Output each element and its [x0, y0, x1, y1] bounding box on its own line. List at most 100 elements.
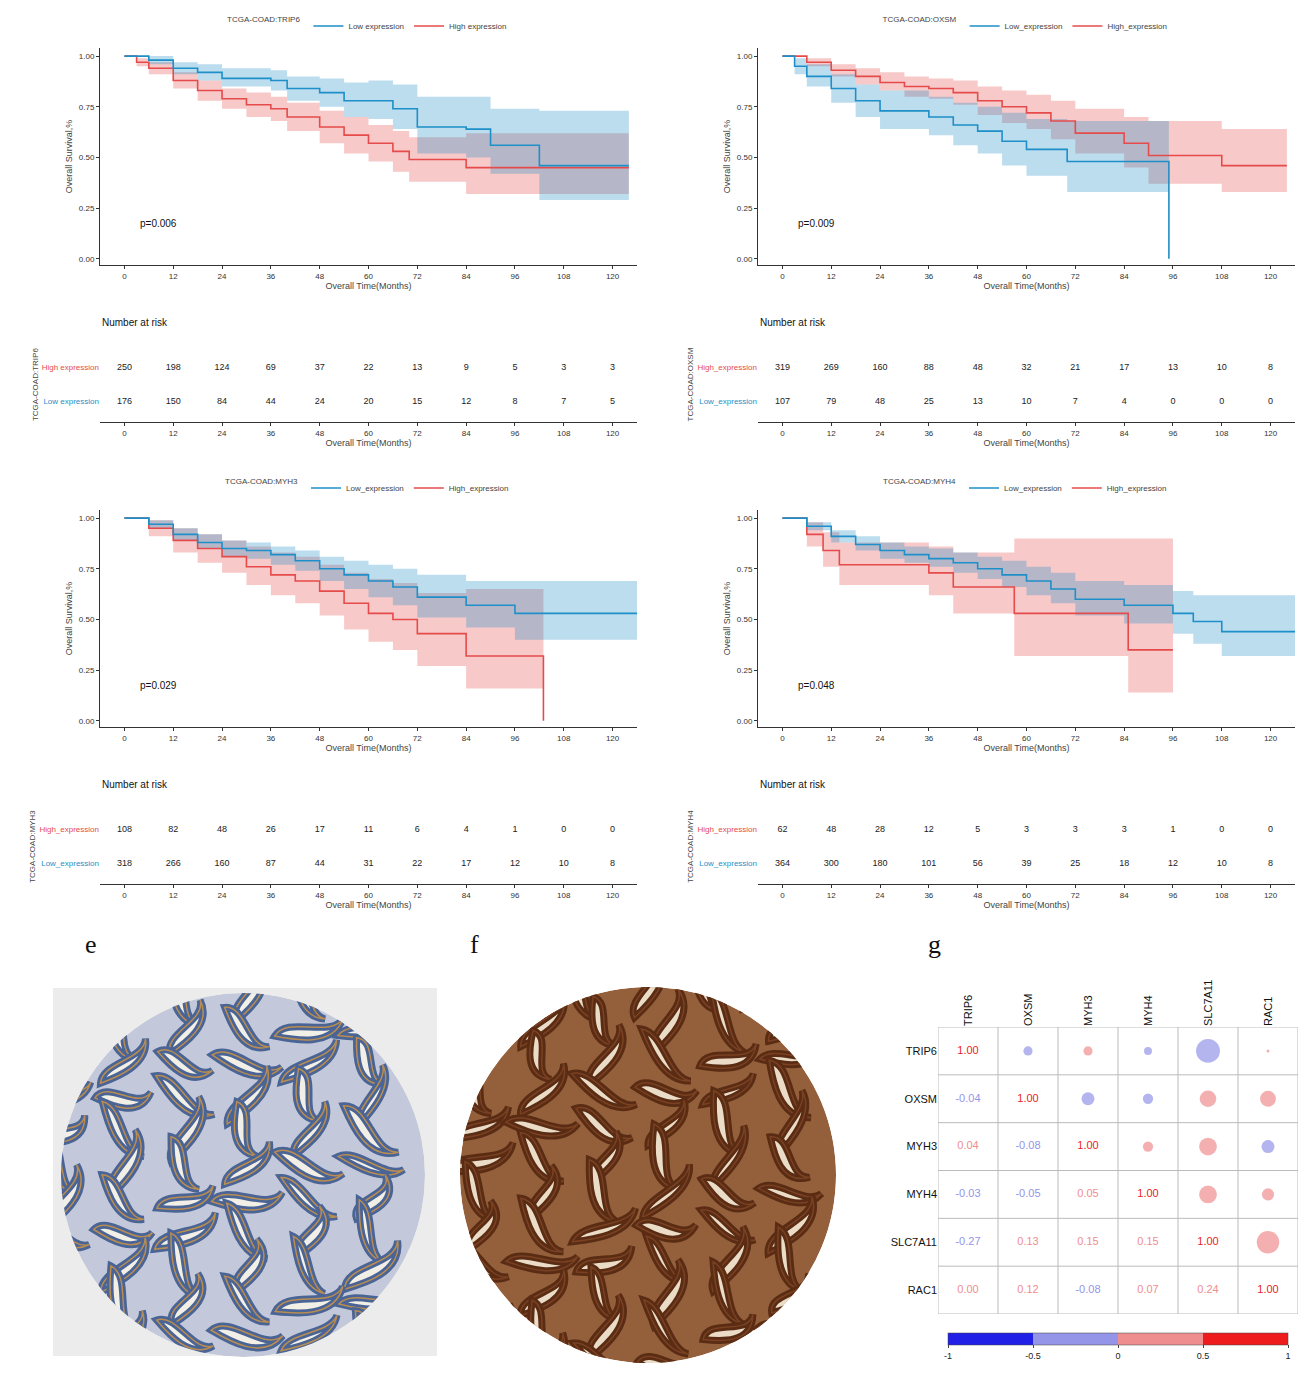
svg-text:24: 24: [218, 891, 227, 900]
svg-text:69: 69: [266, 362, 276, 372]
svg-text:TCGA-COAD:MYH3: TCGA-COAD:MYH3: [28, 810, 37, 883]
svg-text:37: 37: [315, 362, 325, 372]
svg-text:48: 48: [826, 824, 836, 834]
svg-text:3: 3: [1122, 824, 1127, 834]
svg-text:0.00: 0.00: [737, 717, 753, 726]
svg-text:0: 0: [1219, 824, 1224, 834]
svg-text:MYH3: MYH3: [906, 1140, 937, 1152]
svg-text:0.24: 0.24: [1197, 1283, 1218, 1295]
svg-text:13: 13: [973, 396, 983, 406]
svg-text:96: 96: [510, 429, 519, 438]
svg-text:13: 13: [412, 362, 422, 372]
svg-text:High_expression: High_expression: [1107, 484, 1167, 493]
svg-text:Low_expression: Low_expression: [699, 859, 757, 868]
svg-text:21: 21: [1070, 362, 1080, 372]
svg-text:0.25: 0.25: [737, 204, 753, 213]
svg-text:RAC1: RAC1: [908, 1284, 937, 1296]
svg-text:Low expression: Low expression: [43, 397, 99, 406]
svg-text:5: 5: [975, 824, 980, 834]
svg-text:12: 12: [1168, 858, 1178, 868]
svg-text:319: 319: [775, 362, 790, 372]
svg-text:300: 300: [824, 858, 839, 868]
svg-text:8: 8: [1268, 858, 1273, 868]
svg-text:198: 198: [166, 362, 181, 372]
svg-text:-0.05: -0.05: [1015, 1187, 1040, 1199]
svg-text:44: 44: [315, 858, 325, 868]
svg-text:0.50: 0.50: [737, 615, 753, 624]
svg-text:84: 84: [462, 891, 471, 900]
svg-text:High expression: High expression: [449, 22, 506, 31]
svg-text:8: 8: [610, 858, 615, 868]
svg-text:Number at risk: Number at risk: [760, 317, 826, 328]
svg-text:60: 60: [364, 734, 373, 743]
svg-text:96: 96: [1168, 429, 1177, 438]
svg-text:12: 12: [827, 429, 836, 438]
svg-text:318: 318: [117, 858, 132, 868]
svg-text:Overall Time(Months): Overall Time(Months): [325, 438, 411, 448]
svg-text:17: 17: [1119, 362, 1129, 372]
svg-text:96: 96: [1168, 891, 1177, 900]
svg-text:22: 22: [363, 362, 373, 372]
svg-text:87: 87: [266, 858, 276, 868]
svg-text:SLC7A11: SLC7A11: [1202, 980, 1214, 1026]
svg-text:17: 17: [461, 858, 471, 868]
svg-text:-0.04: -0.04: [955, 1092, 980, 1104]
svg-text:-0.08: -0.08: [1075, 1283, 1100, 1295]
svg-text:Overall Time(Months): Overall Time(Months): [983, 900, 1069, 910]
svg-text:25: 25: [1070, 858, 1080, 868]
svg-text:12: 12: [169, 734, 178, 743]
svg-text:39: 39: [1021, 858, 1031, 868]
svg-text:12: 12: [924, 824, 934, 834]
svg-text:0.5: 0.5: [1197, 1351, 1210, 1361]
svg-text:12: 12: [169, 272, 178, 281]
svg-text:160: 160: [873, 362, 888, 372]
svg-text:4: 4: [1122, 396, 1127, 406]
svg-text:Low_expression: Low_expression: [41, 859, 99, 868]
svg-text:48: 48: [315, 429, 324, 438]
svg-text:79: 79: [826, 396, 836, 406]
svg-text:0: 0: [1115, 1351, 1120, 1361]
svg-text:84: 84: [462, 429, 471, 438]
svg-text:108: 108: [557, 272, 571, 281]
svg-text:Overall Survival,%: Overall Survival,%: [64, 582, 74, 656]
svg-text:120: 120: [1264, 734, 1278, 743]
svg-text:26: 26: [266, 824, 276, 834]
svg-text:96: 96: [1168, 734, 1177, 743]
svg-text:12: 12: [169, 891, 178, 900]
svg-text:TCGA-COAD:MYH4: TCGA-COAD:MYH4: [883, 477, 956, 486]
svg-text:56: 56: [973, 858, 983, 868]
svg-text:269: 269: [824, 362, 839, 372]
svg-text:72: 72: [413, 429, 422, 438]
svg-text:0: 0: [1219, 396, 1224, 406]
svg-text:0: 0: [610, 824, 615, 834]
svg-text:3: 3: [561, 362, 566, 372]
svg-text:266: 266: [166, 858, 181, 868]
svg-text:0: 0: [1268, 824, 1273, 834]
svg-text:-0.27: -0.27: [955, 1235, 980, 1247]
svg-text:Low_expression: Low_expression: [1005, 22, 1063, 31]
svg-text:108: 108: [1215, 429, 1229, 438]
svg-text:72: 72: [1071, 891, 1080, 900]
svg-text:28: 28: [875, 824, 885, 834]
svg-text:TRIP6: TRIP6: [906, 1045, 937, 1057]
svg-text:24: 24: [218, 272, 227, 281]
svg-text:OXSM: OXSM: [1022, 994, 1034, 1026]
svg-text:TCGA-COAD:MYH3: TCGA-COAD:MYH3: [225, 477, 298, 486]
svg-text:82: 82: [168, 824, 178, 834]
svg-text:1: 1: [1285, 1351, 1290, 1361]
svg-text:p=0.029: p=0.029: [140, 680, 177, 691]
svg-text:0: 0: [122, 272, 127, 281]
svg-text:25: 25: [924, 396, 934, 406]
svg-text:84: 84: [1120, 429, 1129, 438]
svg-text:60: 60: [1022, 272, 1031, 281]
svg-text:-0.03: -0.03: [955, 1187, 980, 1199]
svg-text:10: 10: [1217, 858, 1227, 868]
svg-text:5: 5: [512, 362, 517, 372]
svg-text:Overall Time(Months): Overall Time(Months): [983, 743, 1069, 753]
svg-text:0.75: 0.75: [79, 103, 95, 112]
svg-text:Low expression: Low expression: [348, 22, 404, 31]
svg-text:180: 180: [873, 858, 888, 868]
svg-text:36: 36: [924, 272, 933, 281]
svg-text:High_expression: High_expression: [39, 825, 99, 834]
svg-text:1.00: 1.00: [1017, 1092, 1038, 1104]
